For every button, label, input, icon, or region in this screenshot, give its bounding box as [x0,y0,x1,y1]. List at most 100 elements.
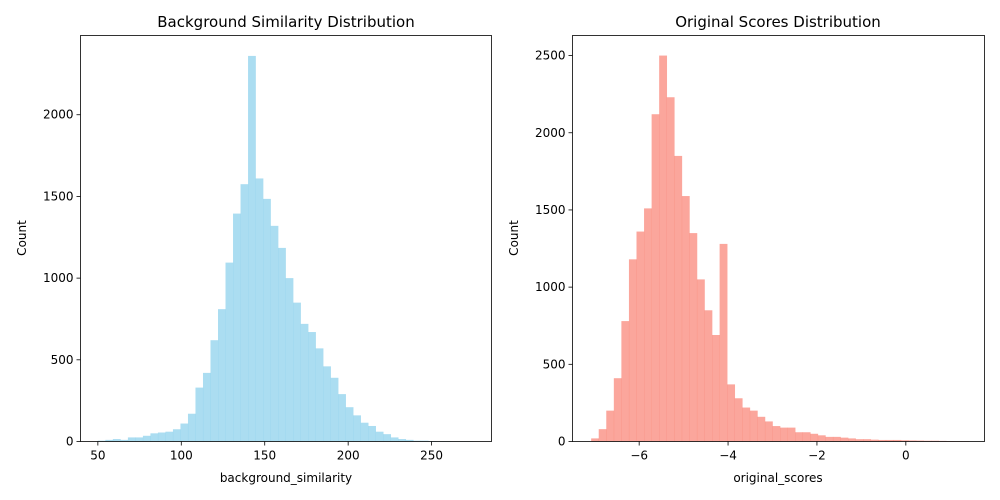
histogram-bar [757,416,766,442]
histogram-bar [598,429,607,442]
histogram-bar [150,433,159,442]
histogram-bar [704,310,713,442]
histogram-bar [795,432,804,442]
histogram-bar [863,439,872,442]
histogram-bar [689,233,698,442]
histogram-bar [202,372,211,442]
histogram-bar [870,439,879,442]
x-tick-label: 50 [90,449,105,463]
histogram-bar [900,440,909,442]
histogram-bar [368,425,376,442]
x-axis-ticks: −6 −4 −2 0 [630,441,910,463]
histogram-bar [848,438,856,442]
y-tick-label: 2000 [535,126,566,140]
histogram-bar [165,431,174,442]
histogram-bar [591,438,600,442]
bars [591,55,970,442]
histogram-bar [893,439,902,442]
histogram-bar [390,437,399,442]
y-tick-label: 1500 [43,189,74,203]
histogram-bar [383,434,392,442]
histogram-bar [308,332,316,442]
histogram-bar [218,309,226,442]
histogram-bar [636,231,645,442]
histogram-bar [180,423,189,442]
histogram-bar [742,407,751,442]
histogram-bar [233,213,241,442]
histogram-bar [651,114,660,442]
histogram-bar [338,394,346,442]
x-axis-label: original_scores [733,471,822,485]
histogram-bar [353,415,361,442]
histogram-bar [810,433,819,442]
x-tick-label: 150 [253,449,276,463]
histogram-bar [330,377,339,442]
histogram-bar [787,427,796,442]
histogram-bar [157,432,166,442]
histogram-bar [674,155,683,442]
original-scores-histogram: Original Scores Distribution −6 −4 −2 0 0 50… [507,13,985,485]
histogram-bar [780,427,788,442]
histogram-bar [681,196,690,442]
y-tick-label: 1000 [535,280,566,294]
bars [97,55,474,442]
histogram-bar [802,432,811,442]
x-tick-label: 250 [420,449,443,463]
x-tick-label: −6 [630,449,648,463]
y-axis-label: Count [15,220,29,256]
histogram-bar [916,440,924,442]
histogram-bar [696,279,705,442]
histogram-bar [375,431,384,442]
plot-frame [572,35,985,442]
y-tick-label: 0 [558,435,566,449]
histogram-bar [323,366,331,442]
histogram-bar [832,436,841,442]
chart-title: Background Similarity Distribution [157,13,414,31]
x-axis-label: background_similarity [220,471,352,485]
histogram-bar [105,439,114,442]
histogram-bar [840,437,849,442]
histogram-bar [225,262,234,442]
histogram-bar [666,97,675,442]
histogram-bar [413,440,422,442]
histogram-bar [263,198,271,442]
y-tick-label: 500 [543,357,566,371]
histogram-bar [255,178,264,442]
histogram-bar [772,426,781,442]
x-axis-ticks: 50 100 150 200 250 [90,441,443,463]
y-tick-label: 1000 [43,271,74,285]
histogram-bar [606,410,615,442]
histogram-bar [293,302,301,442]
histogram-bar [120,439,129,442]
x-tick-label: 200 [337,449,360,463]
histogram-bar [172,429,181,442]
histogram-bar [855,439,864,442]
histogram-bar [398,439,407,442]
histogram-bar [719,243,728,442]
histogram-bar [825,436,834,442]
histogram-bar [734,398,743,442]
histogram-bar [628,259,637,442]
histogram-bar [613,378,622,442]
histogram-bar [195,387,204,442]
histogram-bar [270,225,279,442]
histogram-bar [764,421,773,442]
histogram-bar [112,439,121,442]
histogram-bar [644,208,652,442]
histogram-bar [360,422,369,442]
histogram-bar [285,278,294,442]
histogram-bar [420,440,429,442]
plot-frame [80,35,492,442]
histogram-bar [885,439,894,442]
histogram-bar [712,334,720,442]
histogram-bar [187,413,196,442]
y-tick-label: 0 [66,435,74,449]
x-tick-label: −4 [719,449,737,463]
y-tick-label: 1500 [535,203,566,217]
histogram-bar [405,439,414,442]
background-similarity-histogram: Background Similarity Distribution 50 100… [15,13,492,485]
histogram-bar [621,321,630,442]
histogram-bar [878,439,887,442]
histogram-bar [127,437,136,442]
